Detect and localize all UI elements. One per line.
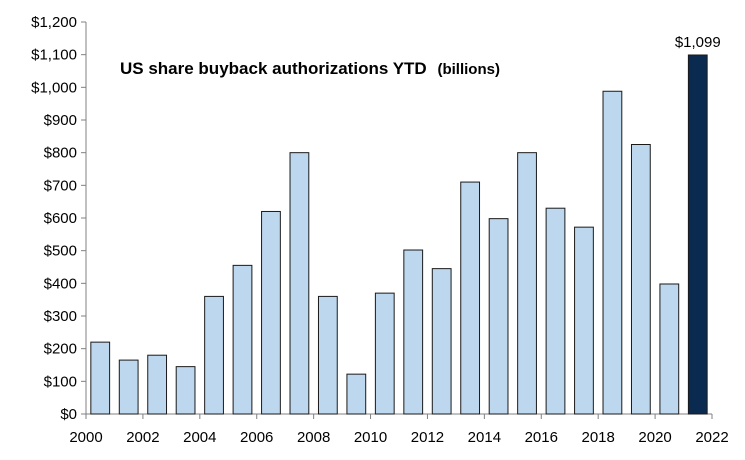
bar-2011 <box>403 249 424 415</box>
x-tick-label: 2016 <box>525 429 558 446</box>
y-tick-label: $900 <box>44 112 77 129</box>
bar-2000 <box>90 341 111 415</box>
bar-2002 <box>147 354 168 415</box>
x-tick-label: 2022 <box>695 429 728 446</box>
y-tick-label: $700 <box>44 177 77 194</box>
bars <box>90 54 708 415</box>
y-tick-label: $800 <box>44 145 77 162</box>
bar-2018 <box>602 90 623 415</box>
bar-2019 <box>630 144 651 415</box>
y-tick-label: $100 <box>44 373 77 390</box>
x-tick-label: 2008 <box>297 429 330 446</box>
chart-title-suffix: (billions) <box>437 61 500 78</box>
bar-2007 <box>289 152 310 415</box>
data-label-2021: $1,099 <box>675 34 721 51</box>
bar-2009 <box>346 373 367 415</box>
y-tick-label: $1,100 <box>31 47 77 64</box>
bar-2021 <box>687 54 708 415</box>
bar-2020 <box>659 283 680 415</box>
bar-2003 <box>175 366 196 415</box>
x-tick-label: 2010 <box>354 429 387 446</box>
bar-2005 <box>232 264 253 415</box>
bar-2017 <box>574 226 594 415</box>
bar-2010 <box>374 292 395 415</box>
x-axis: 2000 2002 2004 2006 2008 2010 2012 2014 2016 2018… <box>69 413 729 446</box>
y-tick-label: $200 <box>44 341 77 358</box>
y-tick-label: $0 <box>60 406 77 423</box>
x-tick-label: 2014 <box>468 429 501 446</box>
x-tick-label: 2012 <box>411 429 444 446</box>
bar-2001 <box>118 359 139 415</box>
x-tick-label: 2000 <box>69 429 102 446</box>
bar-2004 <box>204 295 224 415</box>
bar-2013 <box>460 181 481 415</box>
bar-2016 <box>545 207 566 415</box>
bar-2015 <box>517 152 537 415</box>
y-tick-label: $1,200 <box>31 14 77 31</box>
chart-title: US share buyback authorizations YTD (bil… <box>120 59 500 78</box>
x-tick-label: 2004 <box>183 429 216 446</box>
x-tick-label: 2018 <box>581 429 614 446</box>
y-tick-label: $300 <box>44 308 77 325</box>
x-tick-label: 2006 <box>240 429 273 446</box>
bar-2006 <box>261 210 281 415</box>
y-tick-label: $600 <box>44 210 77 227</box>
y-tick-label: $400 <box>44 275 77 292</box>
chart-title-main: US share buyback authorizations YTD <box>120 59 427 78</box>
bar-2014 <box>488 218 509 415</box>
x-tick-label: 2002 <box>126 429 159 446</box>
bar-2008 <box>317 295 338 415</box>
y-tick-label: $500 <box>44 243 77 260</box>
x-tick-label: 2020 <box>638 429 671 446</box>
y-axis: $0 $100 $200 $300 $400 $500 $600 $700 $800 $900 $1… <box>31 14 87 423</box>
bar-2012 <box>431 268 452 415</box>
y-tick-label: $1,000 <box>31 79 77 96</box>
data-labels: $1,099 <box>675 34 721 51</box>
